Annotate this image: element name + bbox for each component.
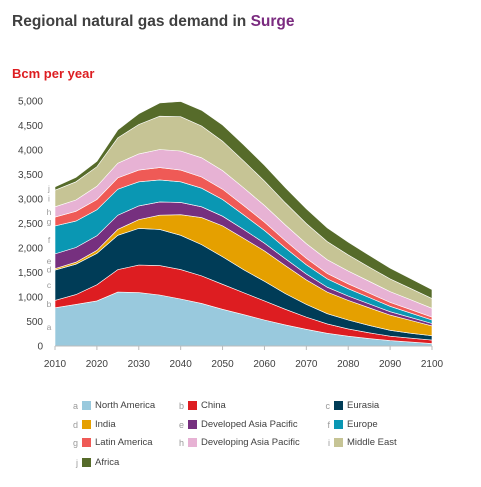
title-main: Regional natural gas demand in [12, 13, 251, 30]
series-letter: g [47, 217, 52, 227]
page-title: Regional natural gas demand in Surge [12, 13, 295, 31]
axes-layer: 0 500 1,000 1,500 2,000 2,500 3,000 3,500 4,000 4… [18, 97, 444, 371]
y-tick-label: 3,000 [18, 195, 43, 206]
y-tick-label: 3,500 [18, 170, 43, 181]
series-letter: j [47, 183, 50, 193]
series-letter: h [47, 207, 52, 217]
y-tick-label: 4,500 [18, 121, 43, 132]
title-accent: Surge [250, 13, 295, 30]
x-tick-label: 2100 [421, 359, 444, 370]
series-letter: a [47, 322, 52, 332]
x-tick-label: 2050 [211, 359, 234, 370]
y-tick-label: 5,000 [18, 97, 43, 108]
y-tick-label: 2,500 [18, 219, 43, 230]
series-letter: d [47, 264, 52, 274]
area-layer [54, 101, 433, 347]
y-tick-label: 0 [37, 342, 43, 353]
x-tick-label: 2030 [128, 359, 151, 370]
x-tick-label: 2010 [44, 359, 67, 370]
series-letter: c [47, 280, 52, 290]
series-letter: i [48, 194, 50, 204]
y-tick-label: 500 [26, 317, 43, 328]
series-letter: f [48, 235, 51, 245]
x-tick-label: 2040 [170, 359, 193, 370]
y-tick-label: 2,000 [18, 244, 43, 255]
x-tick-label: 2060 [253, 359, 276, 370]
series-letter: e [47, 256, 52, 266]
x-tick-label: 2090 [379, 359, 402, 370]
y-tick-label: 1,500 [18, 268, 43, 279]
x-tick-label: 2020 [86, 359, 109, 370]
area-africa [54, 101, 433, 299]
unit-label: Bcm per year [12, 66, 95, 81]
x-tick-label: 2070 [295, 359, 318, 370]
y-tick-label: 1,000 [18, 293, 43, 304]
y-tick-label: 4,000 [18, 146, 43, 157]
series-letter: b [47, 299, 52, 309]
x-tick-label: 2080 [337, 359, 360, 370]
